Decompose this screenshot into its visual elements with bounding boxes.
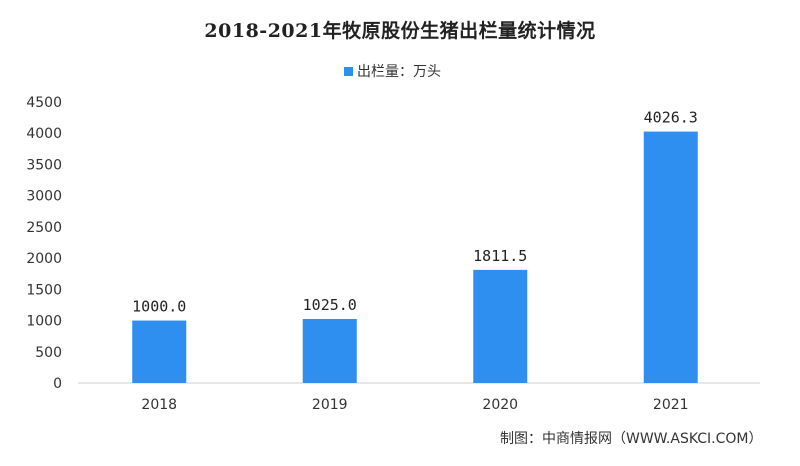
x-tick-label-2019: 2019 — [312, 397, 348, 413]
y-tick-label: 1000 — [26, 314, 62, 330]
x-tick-label-2021: 2021 — [653, 397, 689, 413]
x-tick-label-2018: 2018 — [141, 397, 177, 413]
legend: 出栏量：万头 — [344, 62, 441, 80]
y-tick-label: 4500 — [26, 95, 62, 111]
bar-2020 — [473, 269, 528, 383]
bars — [132, 131, 698, 383]
y-tick-label: 1500 — [26, 282, 62, 298]
data-labels: 1000.0 1025.0 1811.5 4026.3 — [132, 109, 698, 316]
data-label-2019: 1025.0 — [303, 296, 357, 314]
bar-2019 — [302, 318, 357, 383]
source-note: 制图：中商情报网（WWW.ASKCI.COM） — [500, 431, 763, 447]
y-tick-label: 500 — [35, 345, 62, 361]
y-axis: 0 500 1000 1500 2000 2500 3000 3500 4000 4500 — [26, 95, 62, 392]
data-label-2018: 1000.0 — [132, 298, 186, 316]
data-label-2021: 4026.3 — [644, 109, 698, 127]
bar-2018 — [132, 320, 187, 383]
x-tick-label-2020: 2020 — [482, 397, 518, 413]
legend-label: 出栏量：万头 — [357, 64, 441, 80]
y-tick-label: 2500 — [26, 220, 62, 236]
y-tick-label: 0 — [53, 376, 62, 392]
y-tick-label: 4000 — [26, 126, 62, 142]
data-label-2020: 1811.5 — [473, 247, 527, 265]
y-tick-label: 3500 — [26, 157, 62, 173]
legend-swatch — [344, 66, 353, 76]
y-tick-label: 2000 — [26, 251, 62, 267]
y-tick-label: 3000 — [26, 189, 62, 205]
bar-2021 — [643, 131, 698, 383]
x-axis: 2018 2019 2020 2021 — [78, 382, 760, 413]
chart-title: 2018-2021年牧原股份生猪出栏量统计情况 — [204, 20, 596, 42]
